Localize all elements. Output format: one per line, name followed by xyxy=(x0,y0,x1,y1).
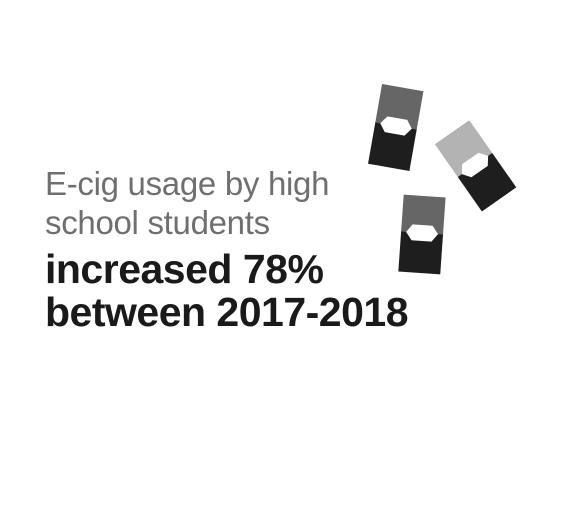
e-cig-pod-icon xyxy=(398,194,446,275)
subtitle-line: E-cig usage by high xyxy=(45,165,330,202)
headline-line: between 2017-2018 xyxy=(45,289,409,335)
subtitle-line: school students xyxy=(45,204,270,241)
e-cig-pod-icon xyxy=(368,83,424,172)
e-cig-pod-icon xyxy=(434,120,517,212)
stat-headline: increased 78% between 2017-2018 xyxy=(45,248,445,334)
headline-line: increased 78% xyxy=(45,246,324,292)
stat-subtitle: E-cig usage by high school students xyxy=(45,164,445,242)
stat-text-block: E-cig usage by high school students incr… xyxy=(45,164,445,334)
